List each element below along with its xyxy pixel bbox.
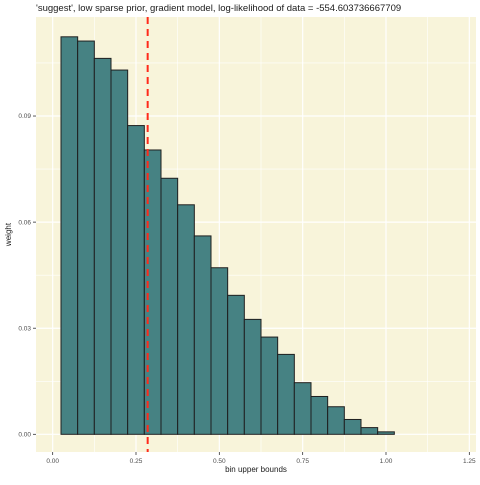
x-tick-label: 0.25 — [130, 458, 143, 465]
x-tick-label: 0.00 — [46, 458, 59, 465]
x-tick-label: 1.25 — [463, 458, 476, 465]
histogram-bar-8 — [178, 205, 195, 435]
histogram-bar-12 — [244, 319, 261, 434]
histogram-bar-7 — [161, 178, 178, 434]
histogram-bar-14 — [278, 354, 295, 434]
histogram-bar-13 — [261, 337, 278, 434]
x-tick-label: 0.75 — [296, 458, 309, 465]
x-tick-label: 1.00 — [380, 458, 393, 465]
histogram-bar-3 — [94, 58, 111, 434]
histogram-bar-15 — [294, 383, 311, 435]
histogram-bar-18 — [344, 419, 361, 434]
histogram-bar-20 — [378, 432, 395, 434]
y-tick-label: 0.00 — [18, 432, 31, 439]
histogram-bar-1 — [61, 37, 78, 435]
histogram-bar-4 — [111, 70, 128, 434]
histogram-bar-19 — [361, 428, 378, 435]
y-tick-label: 0.09 — [18, 113, 31, 120]
x-tick-label: 0.50 — [213, 458, 226, 465]
y-tick-label: 0.03 — [18, 325, 31, 332]
histogram-bar-11 — [228, 295, 245, 434]
x-axis-title: bin upper bounds — [225, 465, 287, 474]
y-tick-label: 0.06 — [18, 219, 31, 226]
histogram-bar-9 — [194, 236, 211, 434]
histogram-bar-17 — [328, 407, 345, 435]
histogram-bar-16 — [311, 396, 328, 434]
chart-title: 'suggest', low sparse prior, gradient mo… — [36, 3, 401, 14]
histogram-bar-5 — [128, 126, 145, 435]
histogram-bar-2 — [78, 41, 95, 434]
y-axis-title: weight — [4, 222, 13, 247]
histogram-bar-10 — [211, 268, 228, 435]
